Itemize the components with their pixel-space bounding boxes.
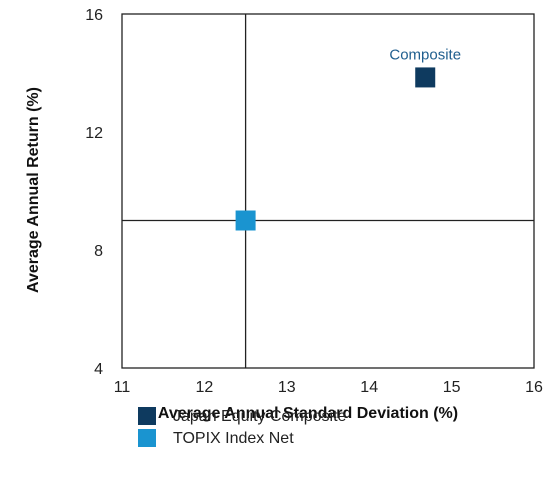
x-axis-ticks: 11 12 13 14 15 16 bbox=[114, 379, 543, 396]
plot-area bbox=[121, 13, 535, 369]
marker-topix-index-net bbox=[235, 210, 256, 231]
legend-label-1: TOPIX Index Net bbox=[173, 430, 294, 447]
data-markers: Composite bbox=[235, 46, 461, 231]
x-tick-label-1: 12 bbox=[196, 379, 214, 396]
marker-japan-equity-composite bbox=[415, 67, 436, 88]
x-tick-label-0: 11 bbox=[114, 379, 131, 396]
point-label-0: Composite bbox=[389, 46, 461, 63]
legend-label-0: Japan Equity Composite bbox=[173, 408, 347, 425]
x-tick-label-2: 13 bbox=[278, 379, 296, 396]
y-axis-ticks: 4 8 12 16 bbox=[85, 7, 103, 378]
legend-swatch-1 bbox=[138, 429, 156, 447]
x-tick-label-5: 16 bbox=[525, 379, 543, 396]
x-tick-label-3: 14 bbox=[360, 379, 378, 396]
y-tick-label-0: 4 bbox=[94, 361, 103, 378]
legend-swatch-0 bbox=[138, 407, 156, 425]
y-axis-title: Average Annual Return (%) bbox=[25, 87, 42, 293]
plot-frame bbox=[121, 13, 535, 369]
y-tick-label-2: 12 bbox=[85, 125, 103, 142]
y-tick-label-3: 16 bbox=[85, 7, 103, 24]
legend: Japan Equity Composite TOPIX Index Net bbox=[138, 407, 347, 447]
x-tick-label-4: 15 bbox=[443, 379, 461, 396]
x-axis-title: Average Annual Standard Deviation (%) bbox=[158, 405, 458, 422]
y-tick-label-1: 8 bbox=[94, 243, 103, 260]
